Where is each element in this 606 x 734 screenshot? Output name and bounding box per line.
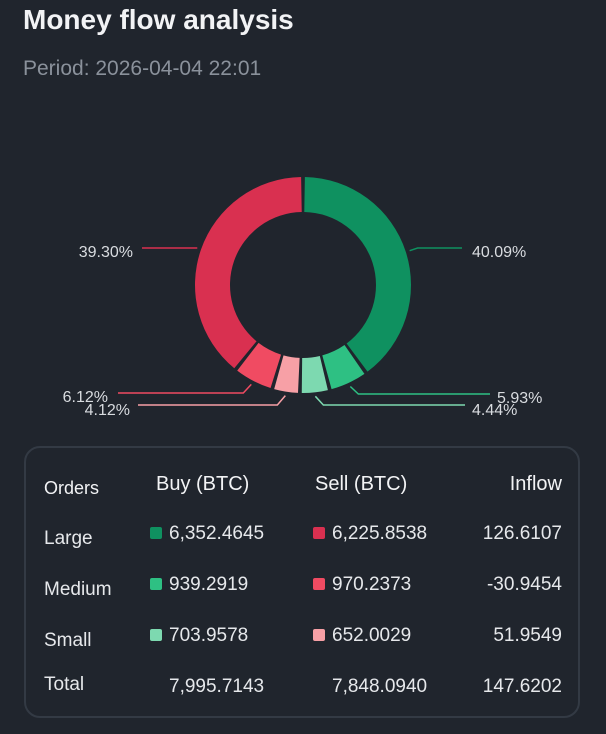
slice-medium-sell (237, 342, 282, 389)
header-buy: Buy (BTC) (156, 473, 250, 495)
row-large-buy: 6,352.4645 (169, 523, 265, 544)
large-buy-swatch (150, 527, 162, 539)
row-large-sell: 6,225.8538 (332, 523, 428, 544)
small-sell-swatch (313, 629, 325, 641)
large-sell-swatch (313, 527, 325, 539)
leader-small-buy (314, 395, 465, 406)
leader-medium-sell (118, 383, 252, 394)
header-orders: Orders (44, 478, 100, 498)
row-total-buy: 7,995.7143 (169, 676, 265, 697)
row-small-name: Small (44, 630, 92, 651)
medium-buy-swatch (150, 578, 162, 590)
money-flow-table: Orders Buy (BTC) Sell (BTC) Inflow Large… (24, 446, 580, 718)
row-total-inflow: 147.6202 (482, 676, 562, 697)
header-sell: Sell (BTC) (315, 473, 408, 495)
row-total-sell: 7,848.0940 (332, 676, 428, 697)
row-medium-name: Medium (44, 579, 112, 600)
small-buy-swatch (150, 629, 162, 641)
label-large-sell: 39.30% (79, 244, 133, 261)
donut-leader-lines (118, 247, 490, 406)
row-small-inflow: 51.9549 (493, 625, 562, 646)
row-medium-buy: 939.2919 (169, 574, 249, 595)
label-medium-sell: 6.12% (63, 389, 108, 406)
slice-large-sell (195, 177, 302, 369)
leader-small-sell (138, 395, 286, 406)
label-medium-buy: 5.93% (497, 390, 542, 407)
donut-labels: 40.09% 5.93%4.44% 4.12%6.12% 39.30% (63, 244, 543, 419)
leader-medium-buy (349, 385, 490, 395)
slice-medium-buy (322, 345, 365, 390)
label-small-sell: 4.12% (85, 402, 130, 419)
label-small-buy: 4.44% (472, 402, 517, 419)
row-medium-sell: 970.2373 (332, 574, 412, 595)
row-total-name: Total (44, 674, 85, 695)
slice-small-buy (301, 356, 328, 393)
slice-small-sell (274, 355, 300, 393)
row-large-inflow: 126.6107 (482, 523, 562, 544)
row-small-sell: 652.0029 (332, 625, 412, 646)
label-large-buy: 40.09% (472, 244, 526, 261)
row-small-buy: 703.9578 (169, 625, 249, 646)
period-label: Period: 2026-04-04 22:01 (23, 57, 262, 80)
medium-sell-swatch (313, 578, 325, 590)
leader-large-buy (409, 247, 462, 252)
donut-slices (195, 177, 412, 393)
row-large-name: Large (44, 528, 93, 549)
slice-large-buy (304, 177, 412, 372)
money-flow-donut-chart: 40.09% 5.93%4.44% 4.12%6.12% 39.30% (63, 177, 543, 419)
page-title: Money flow analysis (23, 4, 294, 35)
header-inflow: Inflow (509, 473, 562, 495)
row-medium-inflow: -30.9454 (486, 574, 562, 595)
